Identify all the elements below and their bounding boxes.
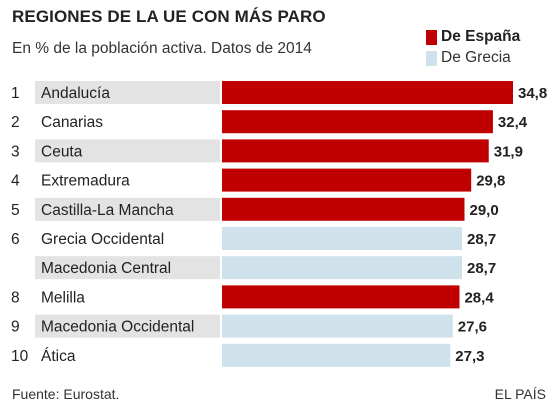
region-label: Melilla [41,289,85,306]
value-label: 27,3 [455,348,484,365]
rank-label: 8 [11,289,20,306]
bar-spain [222,285,460,309]
rank-label: 3 [11,143,20,160]
rank-label: 6 [11,231,20,248]
legend-item-spain: De España [426,28,520,46]
value-label: 28,4 [464,289,494,306]
bar-greece [222,314,453,338]
source-note: Fuente: Eurostat. [12,386,120,402]
region-label: Andalucía [41,85,110,102]
legend-swatch-spain [426,29,437,45]
publisher-credit: EL PAÍS [494,386,546,402]
region-label: Castilla-La Mancha [41,202,174,219]
bar-greece [222,343,451,367]
legend-label-greece: De Grecia [441,49,511,66]
value-label: 29,0 [470,202,499,219]
rank-label: 5 [11,202,20,219]
chart-title: REGIONES DE LA UE CON MÁS PARO [12,7,326,26]
legend-swatch-greece [426,50,437,66]
rank-label: 4 [11,173,20,190]
value-label: 29,8 [476,173,505,190]
rank-label: 9 [11,319,20,336]
bar-spain [222,81,513,104]
bar-greece [222,227,462,250]
region-label: Ática [41,348,76,365]
value-label: 28,7 [467,231,496,248]
rank-label: 1 [11,85,20,102]
region-label: Macedonia Occidental [41,319,194,336]
legend-item-greece: De Grecia [426,49,511,67]
region-label: Macedonia Central [41,260,171,277]
value-label: 27,6 [458,319,487,336]
value-label: 28,7 [467,260,496,277]
region-label: Ceuta [41,143,83,160]
row-label-shade [35,197,220,221]
value-label: 31,9 [494,143,523,160]
row-label-shade [35,314,220,338]
region-label: Extremadura [41,173,130,190]
value-label: 32,4 [498,114,528,131]
bar-spain [222,110,493,134]
rank-label: 2 [11,114,20,131]
value-label: 34,8 [518,85,547,102]
row-label-shade [35,256,220,280]
chart-subtitle: En % de la población activa. Datos de 20… [12,40,312,57]
bar-spain [222,168,472,192]
bar-greece [222,256,462,280]
legend-label-spain: De España [441,28,521,45]
region-label: Canarias [41,114,103,131]
region-label: Grecia Occidental [41,231,164,248]
bar-spain [222,139,489,163]
row-label-shade [35,139,220,163]
bar-spain [222,197,465,221]
rank-label: 10 [11,348,29,365]
row-label-shade [35,81,220,104]
